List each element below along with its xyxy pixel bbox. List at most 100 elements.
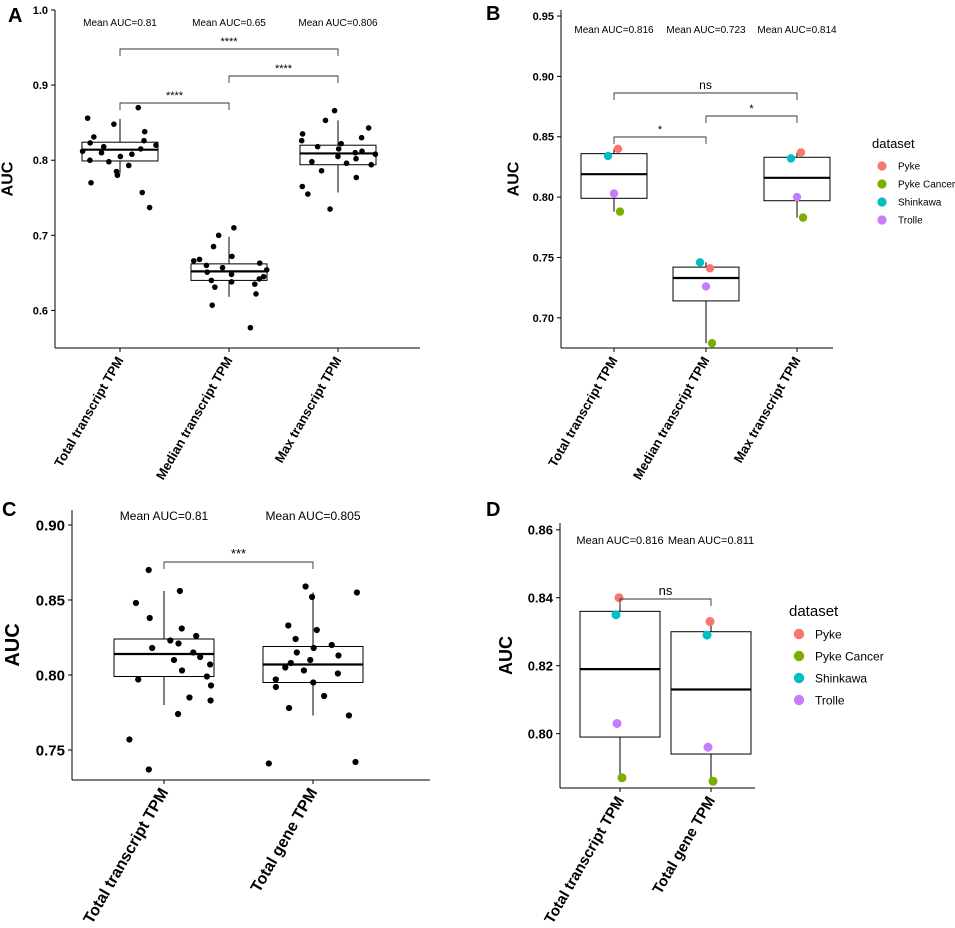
y-axis-title: AUC (496, 636, 516, 675)
data-point (260, 273, 267, 280)
panel-d: D 0.80 0.82 0.84 0.86 AUC Total transcript TPM… (486, 499, 884, 927)
data-point (186, 694, 193, 701)
data-point (331, 107, 338, 114)
legend-swatch (877, 215, 887, 225)
data-point (253, 291, 259, 297)
panel-b: B 0.70 0.75 0.80 0.85 0.90 0.95 AUC Total transc… (486, 3, 955, 482)
data-point (88, 179, 94, 186)
y-axis-title: AUC (505, 161, 522, 196)
y-tick-label: 0.9 (33, 80, 48, 92)
data-point (310, 644, 317, 652)
y-tick-label: 1.0 (33, 5, 48, 17)
data-point (207, 661, 214, 668)
significance-label: * (749, 103, 754, 115)
legend-swatch (877, 161, 887, 171)
dataset-point (796, 148, 806, 157)
y-tick-label: 0.80 (36, 667, 65, 684)
data-point (299, 131, 306, 137)
data-point (285, 622, 292, 629)
data-point (145, 766, 152, 773)
data-point (203, 673, 210, 680)
data-point (285, 704, 293, 712)
y-tick-label: 0.95 (533, 11, 554, 23)
dataset-point (612, 718, 622, 728)
significance-label: * (658, 124, 663, 136)
data-point (272, 683, 279, 691)
data-point (175, 640, 182, 647)
panel-a: A 0.6 0.7 0.8 0.9 1.0 AUC Total transcript TPM M… (0, 5, 420, 482)
significance-label: **** (275, 63, 293, 75)
data-point (190, 258, 197, 264)
dataset-point (702, 630, 712, 640)
data-point (219, 264, 226, 271)
data-point (207, 682, 215, 689)
data-point (98, 149, 105, 156)
mean-auc-label: Mean AUC=0.723 (666, 25, 746, 36)
data-point (141, 128, 148, 135)
data-point (87, 140, 93, 146)
data-point (345, 712, 353, 719)
data-point (126, 736, 133, 743)
data-point (302, 583, 309, 590)
data-point (135, 104, 142, 111)
data-point (335, 146, 342, 152)
mean-auc-label: Mean AUC=0.81 (83, 18, 157, 29)
data-point (208, 277, 215, 284)
x-tick-label: Total transcript TPM (541, 794, 628, 927)
legend-entry: Shinkawa (898, 198, 942, 209)
data-point (137, 146, 144, 152)
significance-bracket (613, 136, 707, 144)
data-point (282, 664, 289, 671)
dataset-point (707, 338, 717, 348)
data-point (313, 626, 320, 634)
legend-entry: Pyke (815, 627, 842, 641)
data-point (153, 142, 159, 148)
data-point (91, 134, 97, 140)
dataset-point (703, 742, 713, 752)
data-point (314, 143, 321, 150)
dataset-point (792, 192, 802, 202)
data-point (263, 267, 270, 273)
significance-bracket (228, 75, 339, 83)
y-axis-title: AUC (0, 161, 16, 196)
significance-bracket (705, 115, 798, 123)
data-point (358, 134, 365, 141)
data-point (352, 758, 359, 766)
dataset-point (617, 773, 627, 783)
data-point (209, 302, 216, 308)
mean-auc-label: Mean AUC=0.65 (192, 18, 266, 29)
mean-auc-label: Mean AUC=0.814 (757, 25, 837, 36)
data-point (215, 232, 222, 239)
x-tick-label: Max transcript TPM (272, 354, 345, 465)
data-point (212, 284, 218, 290)
data-point (231, 225, 237, 231)
dataset-point (614, 593, 624, 603)
legend-entry: Trolle (815, 693, 845, 707)
data-point (335, 652, 342, 659)
dataset-point (611, 610, 621, 620)
significance-bracket (613, 92, 798, 100)
legend-swatch (793, 650, 805, 662)
data-point (100, 143, 107, 150)
x-tick-label: Total gene TPM (248, 786, 321, 896)
legend-swatch (877, 197, 887, 207)
data-point (287, 659, 294, 667)
data-point (229, 253, 235, 260)
y-tick-label: 0.6 (33, 305, 48, 317)
x-tick-label: Median transcript TPM (630, 354, 713, 482)
significance-bracket (163, 561, 314, 569)
data-point (193, 632, 200, 640)
data-point (320, 692, 328, 700)
data-point (135, 676, 142, 683)
legend-entry: Pyke Cancer (815, 649, 884, 663)
data-point (318, 167, 325, 174)
data-point (178, 667, 186, 674)
y-tick-label: 0.85 (533, 132, 554, 144)
significance-label: **** (220, 36, 238, 48)
x-tick-label: Median transcript TPM (153, 354, 236, 482)
data-point (292, 635, 299, 643)
x-tick-label: Total transcript TPM (545, 354, 620, 470)
legend-title: dataset (789, 603, 839, 620)
panel-c: C 0.75 0.80 0.85 0.90 AUC Total transcript TPM… (2, 499, 430, 927)
legend-title: dataset (872, 136, 915, 151)
